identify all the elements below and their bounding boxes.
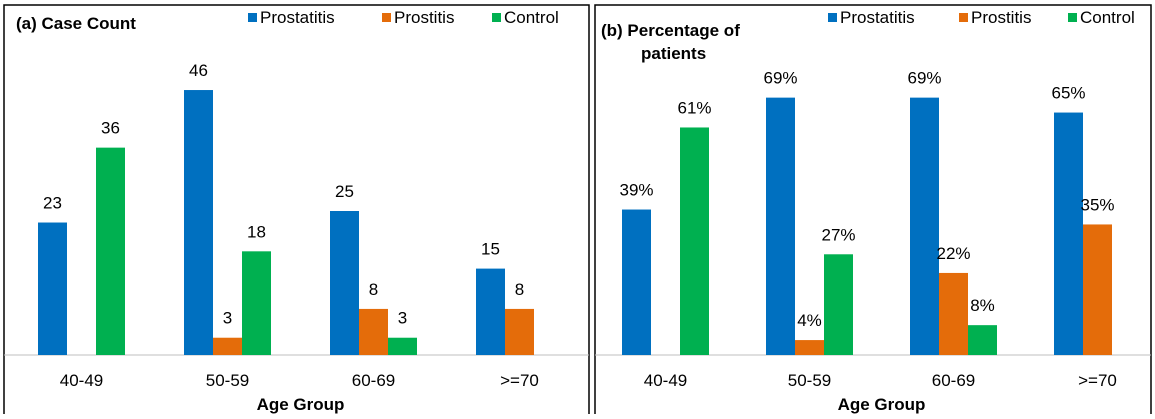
data-label: 65% bbox=[1051, 84, 1085, 103]
legend-swatch-control bbox=[492, 13, 501, 22]
data-label: 69% bbox=[907, 69, 941, 88]
x-tick-label: 60-69 bbox=[352, 371, 395, 390]
data-label: 39% bbox=[619, 181, 653, 200]
data-label: 8 bbox=[369, 280, 378, 299]
data-label: 46 bbox=[189, 61, 208, 80]
bar-prostatitis-50-59 bbox=[766, 97, 795, 355]
bar-prostitis->=70 bbox=[505, 308, 534, 355]
chart-title: patients bbox=[641, 44, 706, 63]
data-label: 8% bbox=[970, 296, 995, 315]
bar-prostitis-50-59 bbox=[795, 340, 824, 355]
bar-prostitis-60-69 bbox=[939, 272, 968, 355]
x-tick-label: 50-59 bbox=[788, 371, 831, 390]
x-tick-label: 40-49 bbox=[644, 371, 687, 390]
chart-panel-b: (b) Percentage of patients Prostatitis Pros… bbox=[594, 4, 1152, 414]
bar-prostatitis-60-69 bbox=[910, 97, 939, 355]
bar-control-50-59 bbox=[824, 254, 853, 355]
chart-title: (a) Case Count bbox=[16, 14, 136, 33]
bar-prostatitis-40-49 bbox=[622, 209, 651, 355]
bar-prostatitis->=70 bbox=[476, 268, 505, 355]
bar-control-40-49 bbox=[680, 127, 709, 355]
data-label: 3 bbox=[223, 309, 232, 328]
bar-control-50-59 bbox=[242, 251, 271, 355]
data-label: 15 bbox=[481, 240, 500, 259]
legend-label-prostatitis: Prostatitis bbox=[840, 8, 915, 27]
legend-label-prostatitis: Prostatitis bbox=[260, 8, 335, 27]
x-tick-label: >=70 bbox=[1078, 371, 1117, 390]
data-label: 61% bbox=[677, 98, 711, 117]
x-axis-title: Age Group bbox=[838, 395, 926, 414]
x-tick-label: 40-49 bbox=[60, 371, 103, 390]
panel-frame bbox=[3, 4, 590, 414]
panel-frame bbox=[594, 4, 1152, 414]
bar-prostitis-60-69 bbox=[359, 308, 388, 355]
legend-swatch-prostatitis bbox=[248, 13, 257, 22]
data-label: 4% bbox=[797, 311, 822, 330]
data-label: 3 bbox=[398, 309, 407, 328]
bar-prostitis-50-59 bbox=[213, 337, 242, 355]
data-label: 22% bbox=[936, 244, 970, 263]
chart-title: (b) Percentage of bbox=[601, 21, 740, 40]
bar-prostatitis-40-49 bbox=[38, 222, 67, 355]
legend-swatch-prostitis bbox=[382, 13, 391, 22]
legend-swatch-prostatitis bbox=[828, 13, 837, 22]
data-label: 35% bbox=[1080, 195, 1114, 214]
legend-swatch-control bbox=[1068, 13, 1077, 22]
legend-swatch-prostitis bbox=[959, 13, 968, 22]
bar-prostatitis-50-59 bbox=[184, 90, 213, 355]
bar-control-60-69 bbox=[968, 325, 997, 355]
data-label: 27% bbox=[821, 225, 855, 244]
x-axis-title: Age Group bbox=[257, 395, 345, 414]
data-label: 8 bbox=[515, 280, 524, 299]
bar-prostatitis->=70 bbox=[1054, 112, 1083, 355]
x-tick-label: 50-59 bbox=[206, 371, 249, 390]
data-label: 36 bbox=[101, 119, 120, 138]
legend-label-control: Control bbox=[504, 8, 559, 27]
bar-control-60-69 bbox=[388, 337, 417, 355]
chart-panel-a: (a) Case Count Prostatitis Prostitis Contro… bbox=[3, 4, 590, 414]
x-tick-label: 60-69 bbox=[932, 371, 975, 390]
bar-control-40-49 bbox=[96, 147, 125, 355]
bar-prostatitis-60-69 bbox=[330, 211, 359, 355]
x-tick-label: >=70 bbox=[500, 371, 539, 390]
legend-label-control: Control bbox=[1080, 8, 1135, 27]
bar-prostitis->=70 bbox=[1083, 224, 1112, 355]
legend-label-prostitis: Prostitis bbox=[971, 8, 1031, 27]
data-label: 25 bbox=[335, 182, 354, 201]
data-label: 18 bbox=[247, 222, 266, 241]
data-label: 69% bbox=[763, 69, 797, 88]
legend-label-prostitis: Prostitis bbox=[394, 8, 454, 27]
data-label: 23 bbox=[43, 194, 62, 213]
